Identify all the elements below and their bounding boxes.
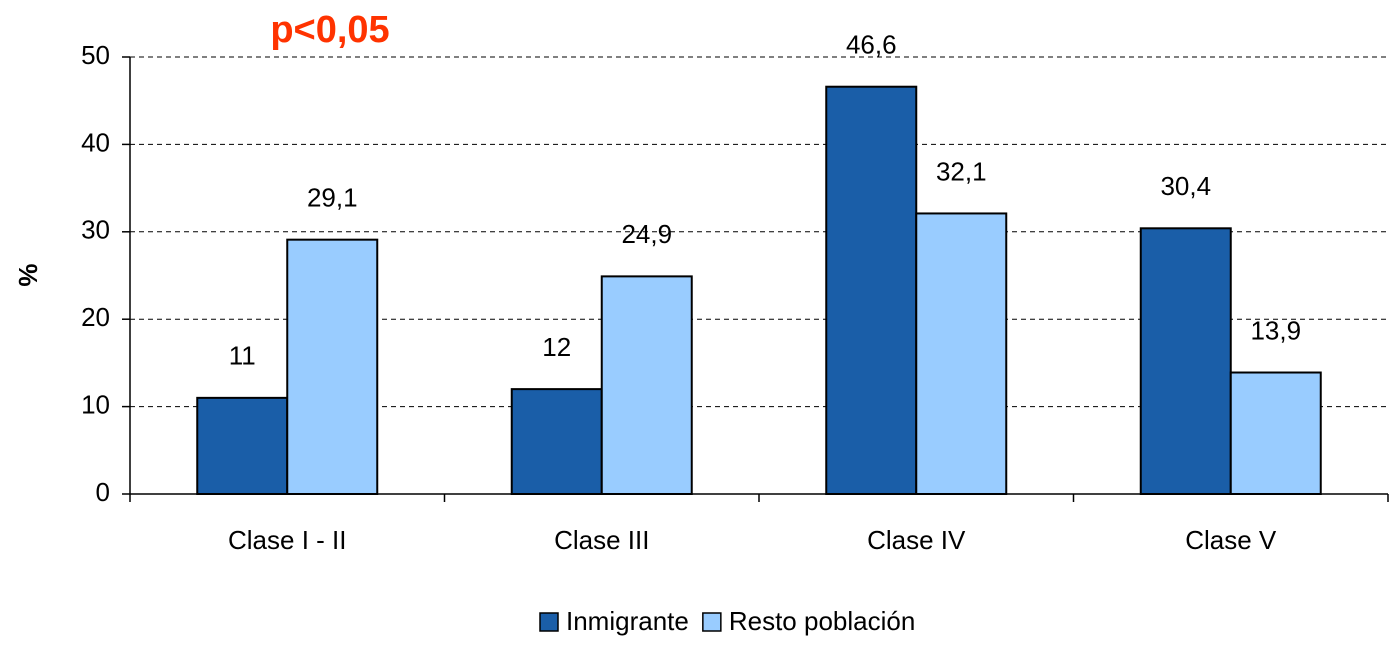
y-tick-label: 20 <box>81 302 110 332</box>
y-tick-label: 50 <box>81 40 110 70</box>
y-axis-label: % <box>13 263 43 286</box>
value-label: 24,9 <box>621 219 672 249</box>
annotation: p<0,05 <box>270 9 389 51</box>
legend-label: Resto población <box>729 606 915 636</box>
x-tick-label: Clase IV <box>867 525 966 555</box>
legend-label: Inmigrante <box>566 606 689 636</box>
y-tick-label: 10 <box>81 389 110 419</box>
y-tick-label: 0 <box>96 477 110 507</box>
value-label: 46,6 <box>846 30 897 60</box>
bar <box>286 238 379 495</box>
value-label: 30,4 <box>1160 171 1211 201</box>
bar <box>825 85 918 495</box>
value-label: 32,1 <box>936 156 987 186</box>
y-tick-label: 30 <box>81 215 110 245</box>
bar <box>1229 371 1322 496</box>
legend-swatch <box>702 612 722 632</box>
value-label: 13,9 <box>1250 315 1301 345</box>
x-tick-label: Clase III <box>554 525 649 555</box>
y-tick-label: 40 <box>81 127 110 157</box>
x-tick-label: Clase V <box>1185 525 1277 555</box>
legend-swatch <box>539 612 559 632</box>
bar <box>600 275 693 495</box>
bar <box>510 388 603 495</box>
x-tick-label: Clase I - II <box>228 525 346 555</box>
value-label: 12 <box>542 332 571 362</box>
bar <box>196 396 289 495</box>
bar <box>1139 227 1232 496</box>
value-label: 29,1 <box>307 183 358 213</box>
bar <box>915 212 1008 495</box>
value-label: 11 <box>229 341 256 371</box>
